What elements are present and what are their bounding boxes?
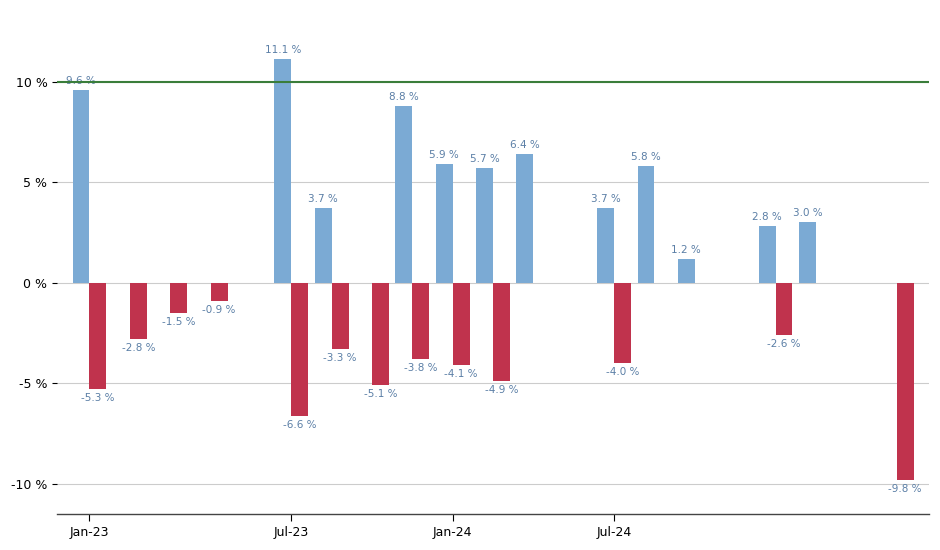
Text: 6.4 %: 6.4 % <box>510 140 540 150</box>
Text: 1.2 %: 1.2 % <box>671 245 701 255</box>
Bar <box>130 283 147 339</box>
Bar <box>413 283 430 359</box>
Bar <box>89 283 106 389</box>
Bar <box>436 164 453 283</box>
Bar <box>897 283 914 480</box>
Bar <box>72 90 89 283</box>
Bar <box>759 227 776 283</box>
Bar <box>799 222 816 283</box>
Text: -9.8 %: -9.8 % <box>888 484 922 494</box>
Text: -5.3 %: -5.3 % <box>81 393 115 403</box>
Bar <box>372 283 389 386</box>
Bar <box>291 283 308 415</box>
Text: 5.8 %: 5.8 % <box>631 152 661 162</box>
Text: -3.8 %: -3.8 % <box>404 363 437 373</box>
Bar <box>332 283 349 349</box>
Text: 8.8 %: 8.8 % <box>389 92 418 102</box>
Text: -0.9 %: -0.9 % <box>202 305 236 315</box>
Bar <box>678 258 695 283</box>
Bar <box>494 283 510 381</box>
Bar <box>274 59 291 283</box>
Bar <box>614 283 631 363</box>
Bar <box>453 283 470 365</box>
Text: -3.3 %: -3.3 % <box>323 353 357 363</box>
Text: -1.5 %: -1.5 % <box>162 317 196 327</box>
Bar <box>597 208 614 283</box>
Text: 2.8 %: 2.8 % <box>752 212 782 222</box>
Text: 9.6 %: 9.6 % <box>66 75 96 86</box>
Bar <box>170 283 187 313</box>
Bar <box>637 166 654 283</box>
Bar <box>396 106 413 283</box>
Text: 3.7 %: 3.7 % <box>308 194 338 204</box>
Text: -4.1 %: -4.1 % <box>445 369 478 379</box>
Bar <box>476 168 494 283</box>
Text: -2.8 %: -2.8 % <box>121 343 155 353</box>
Text: 5.7 %: 5.7 % <box>470 154 499 164</box>
Text: -5.1 %: -5.1 % <box>364 389 398 399</box>
Text: 3.7 %: 3.7 % <box>590 194 620 204</box>
Text: 3.0 %: 3.0 % <box>792 208 822 218</box>
Text: -6.6 %: -6.6 % <box>283 420 317 430</box>
Bar <box>315 208 332 283</box>
Bar <box>516 154 533 283</box>
Bar <box>211 283 227 301</box>
Text: -4.0 %: -4.0 % <box>606 367 639 377</box>
Text: -4.9 %: -4.9 % <box>485 386 518 395</box>
Text: -2.6 %: -2.6 % <box>767 339 801 349</box>
Text: 5.9 %: 5.9 % <box>430 150 459 160</box>
Bar <box>776 283 792 335</box>
Text: 11.1 %: 11.1 % <box>264 45 301 56</box>
